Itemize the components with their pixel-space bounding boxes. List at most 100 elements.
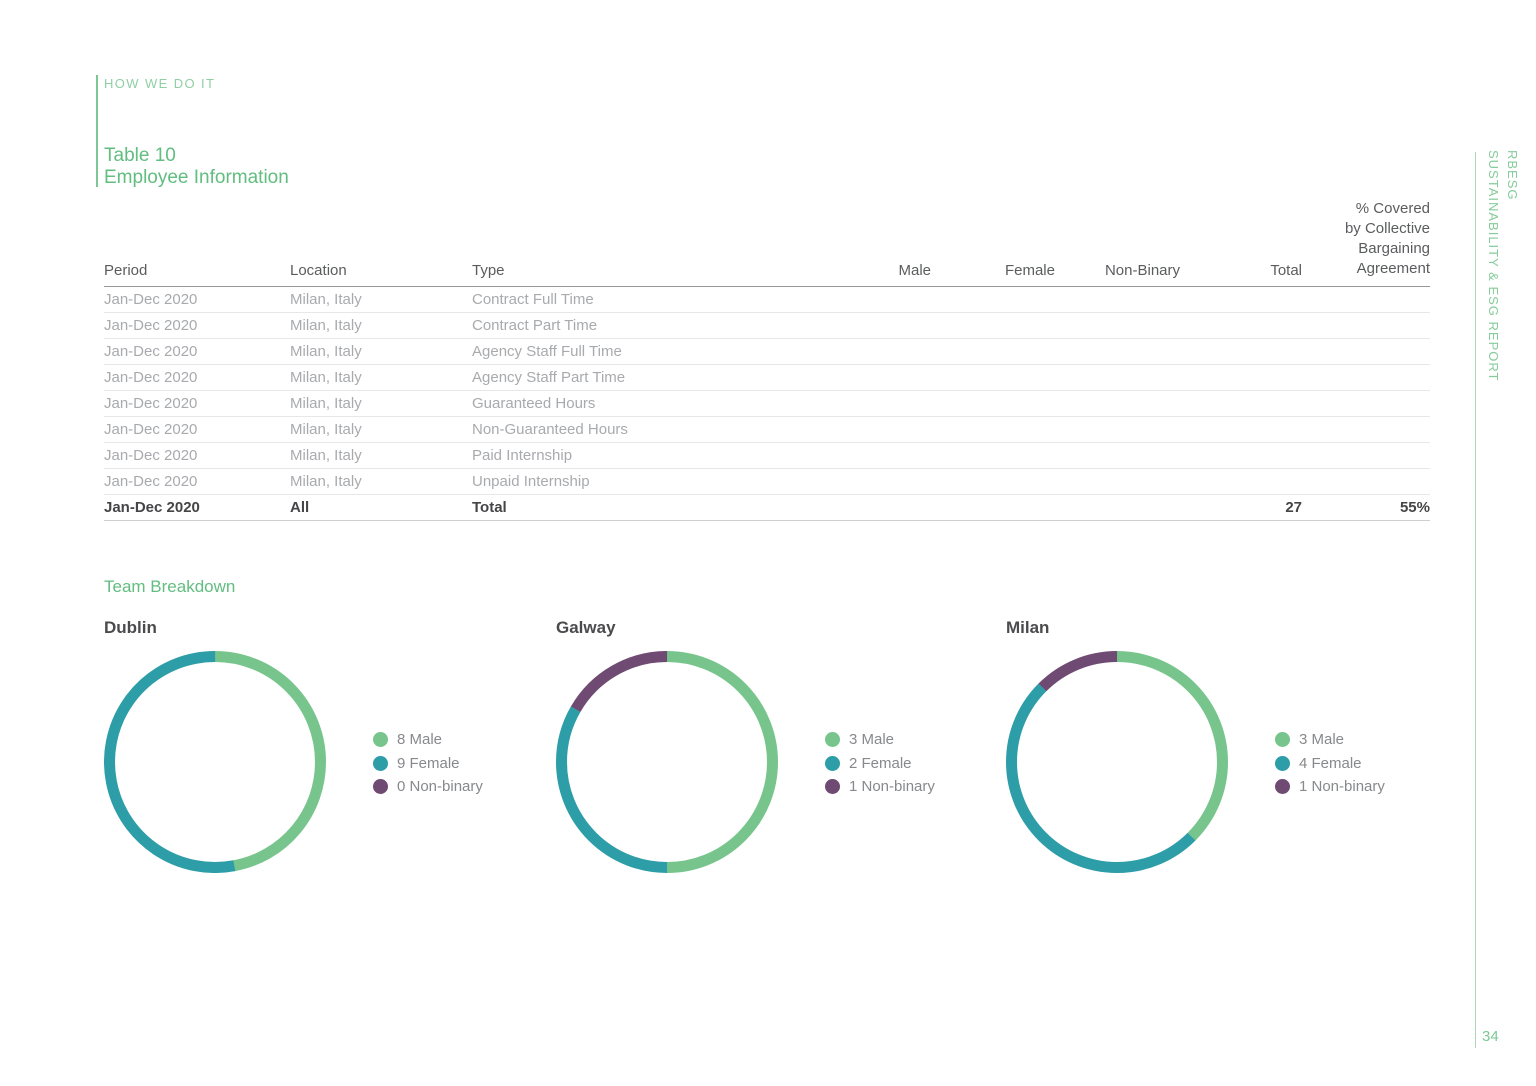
cell-male [832,416,931,443]
donut-segment-female [104,651,326,873]
cell-female [931,364,1055,391]
legend-dublin: 8 Male 9 Female 0 Non-binary [373,728,483,799]
cell-period: Jan-Dec 2020 [104,416,290,443]
table-row: Jan-Dec 2020 Milan, Italy Agency Staff Par… [104,364,1430,391]
sidebar-report-title: RBESG SUSTAINABILITY & ESG REPORT [1484,150,1522,1050]
legend-item-male: 3 Male [1275,728,1385,752]
legend-milan: 3 Male 4 Female 1 Non-binary [1275,728,1385,799]
cell-type: Contract Part Time [472,312,832,339]
cell-period: Jan-Dec 2020 [104,390,290,417]
header-accent-rule [96,75,98,187]
cell-location: Milan, Italy [290,416,472,443]
cell-nonbinary [1055,390,1180,417]
cell-total [1180,338,1302,365]
cell-nonbinary [1055,286,1180,313]
cell-female [931,286,1055,313]
cell-total [1180,468,1302,495]
donut-chart-galway [556,651,778,873]
cell-female [931,312,1055,339]
cell-covered [1302,312,1430,339]
cell-location: Milan, Italy [290,286,472,313]
cell-covered [1302,442,1430,469]
cell-period: Jan-Dec 2020 [104,442,290,469]
legend-dot-icon [373,755,388,771]
legend-item-female: 2 Female [825,752,935,776]
table-row: Jan-Dec 2020 Milan, Italy Contract Full Ti… [104,286,1430,313]
legend-item-male: 3 Male [825,728,935,752]
cell-male [832,286,931,313]
cell-total [1180,390,1302,417]
cell-female [931,338,1055,365]
employee-information-table: Period Location Type Male Female Non-Bin… [104,199,1430,521]
legend-label: 4 Female [1299,754,1362,772]
col-header-type: Type [472,199,832,287]
legend-dot-icon [1275,732,1290,748]
page-number: 34 [1482,1028,1499,1045]
legend-label: 1 Non-binary [849,778,935,796]
chart-group-milan: Milan 3 Male 4 Female 1 Non-binary [1006,618,1446,878]
table-row: Jan-Dec 2020 Milan, Italy Unpaid Internshi… [104,468,1430,495]
cell-type: Agency Staff Full Time [472,338,832,365]
cell-nonbinary [1055,312,1180,339]
sidebar-line-report: SUSTAINABILITY & ESG REPORT [1486,150,1501,382]
col-header-covered: % Covered by Collective Bargaining Agree… [1302,199,1430,287]
col-header-male: Male [832,199,931,287]
cell-covered: 55% [1302,494,1430,521]
section-eyebrow: HOW WE DO IT [104,76,216,91]
cell-period: Jan-Dec 2020 [104,494,290,521]
cell-location: Milan, Italy [290,390,472,417]
cell-covered [1302,468,1430,495]
cell-total [1180,416,1302,443]
cell-type: Agency Staff Part Time [472,364,832,391]
legend-label: 1 Non-binary [1299,778,1385,796]
table-row: Jan-Dec 2020 Milan, Italy Agency Staff Ful… [104,338,1430,365]
cell-female [931,442,1055,469]
team-breakdown-title: Team Breakdown [104,577,236,596]
legend-dot-icon [373,779,388,795]
cell-male [832,312,931,339]
table-label: Table 10 [104,145,176,166]
cell-female [931,494,1055,521]
table-total-row: Jan-Dec 2020 All Total 27 55% [104,494,1430,521]
cell-nonbinary [1055,364,1180,391]
legend-item-female: 9 Female [373,752,483,776]
cell-nonbinary [1055,338,1180,365]
donut-segment-non-binary [556,651,778,873]
legend-label: 8 Male [397,731,443,749]
chart-group-dublin: Dublin 8 Male 9 Female 0 Non-binary [104,618,544,878]
sidebar-line-rbesg: RBESG [1505,150,1520,201]
cell-period: Jan-Dec 2020 [104,338,290,365]
col-header-period: Period [104,199,290,287]
cell-type: Total [472,494,832,521]
cell-period: Jan-Dec 2020 [104,468,290,495]
table-row: Jan-Dec 2020 Milan, Italy Contract Part Ti… [104,312,1430,339]
donut-chart-dublin [104,651,326,873]
legend-label: 0 Non-binary [397,778,483,796]
cell-total [1180,312,1302,339]
cell-male [832,494,931,521]
cell-male [832,442,931,469]
cell-total [1180,286,1302,313]
cell-nonbinary [1055,494,1180,521]
cell-total [1180,364,1302,391]
cell-male [832,468,931,495]
cell-female [931,390,1055,417]
cell-male [832,390,931,417]
cell-covered [1302,338,1430,365]
legend-item-female: 4 Female [1275,752,1385,776]
legend-item-non-binary: 1 Non-binary [1275,775,1385,799]
legend-dot-icon [1275,779,1290,795]
cell-nonbinary [1055,468,1180,495]
cell-location: Milan, Italy [290,468,472,495]
legend-galway: 3 Male 2 Female 1 Non-binary [825,728,935,799]
table-row: Jan-Dec 2020 Milan, Italy Paid Internship [104,442,1430,469]
legend-item-male: 8 Male [373,728,483,752]
cell-covered [1302,364,1430,391]
table-row: Jan-Dec 2020 Milan, Italy Non-Guaranteed H… [104,416,1430,443]
legend-label: 9 Female [397,754,460,772]
legend-label: 3 Male [1299,731,1345,749]
cell-total [1180,442,1302,469]
cell-period: Jan-Dec 2020 [104,286,290,313]
table-heading: Table 10 Employee Information [104,145,289,189]
